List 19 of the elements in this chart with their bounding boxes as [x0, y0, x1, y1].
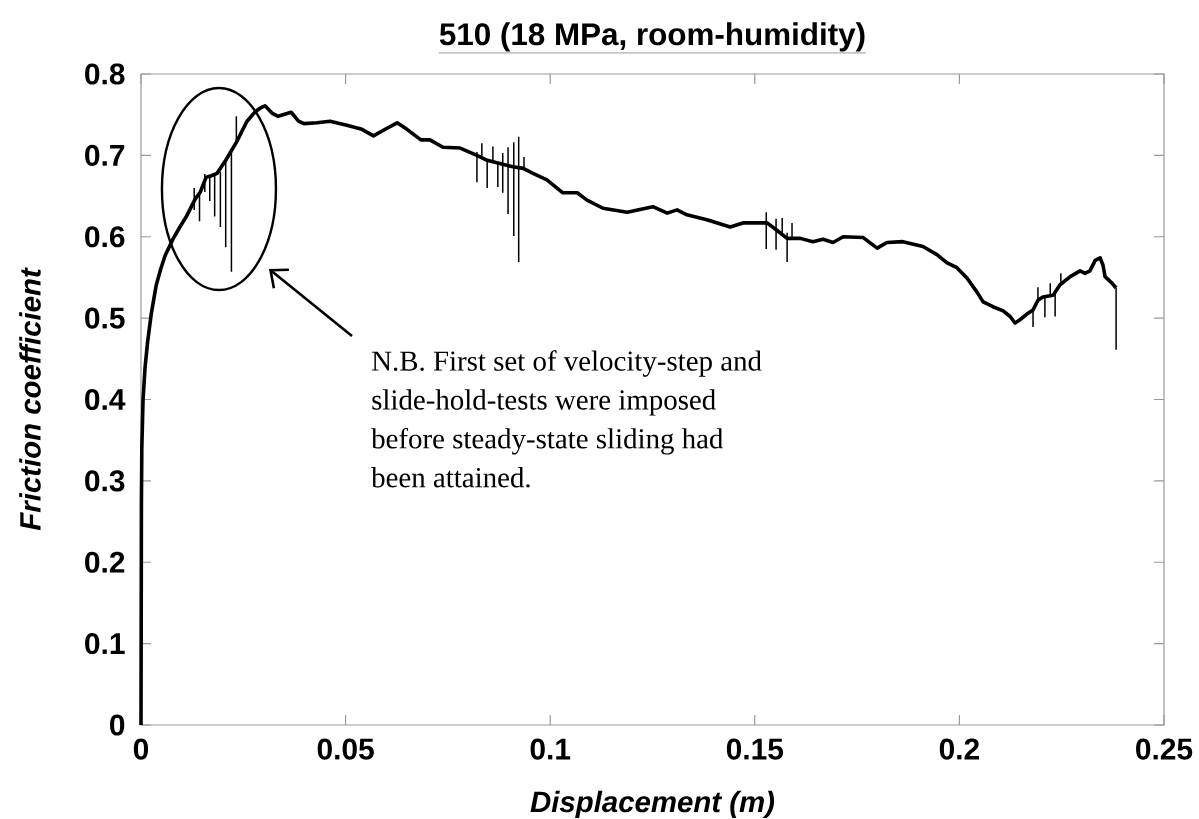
- x-axis-title: Displacement (m): [530, 790, 775, 819]
- annotation: N.B. First set of velocity-step and slide-hold-tests were imposed before steady-state sliding had been attained.: [371, 350, 762, 488]
- y-tick-label: 0.3: [85, 470, 125, 492]
- x-tick-label: 0.2: [939, 738, 979, 760]
- x-tick-label: 0.15: [726, 738, 784, 760]
- y-tick-label: 0.1: [85, 633, 125, 655]
- x-tick-label: 0.1: [530, 738, 571, 760]
- y-axis-title: Friction coefficient: [19, 267, 41, 531]
- x-tick-label: 0.05: [317, 738, 374, 760]
- chart-title: 510 (18 MPa, room-humidity): [439, 22, 865, 52]
- x-tick-label: 0.25: [1136, 738, 1193, 760]
- y-tick-label: 0.8: [85, 63, 125, 85]
- y-tick-label: 0.2: [85, 551, 125, 573]
- y-tick-label: 0: [110, 714, 125, 736]
- y-tick-label: 0.7: [85, 144, 125, 166]
- x-tick-label: 0: [133, 738, 149, 760]
- y-tick-label: 0.5: [85, 307, 125, 329]
- y-tick-label: 0.6: [85, 226, 125, 248]
- y-tick-label: 0.4: [85, 388, 126, 411]
